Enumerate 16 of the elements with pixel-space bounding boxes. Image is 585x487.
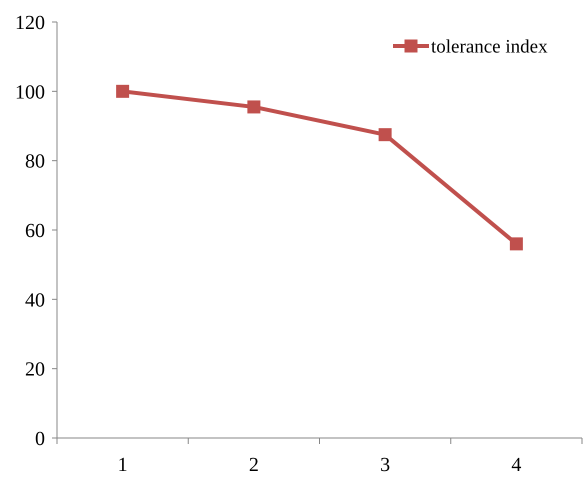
y-tick-label: 60 bbox=[25, 220, 45, 242]
point bbox=[116, 84, 130, 98]
point bbox=[378, 128, 392, 142]
point bbox=[247, 100, 260, 114]
point bbox=[510, 237, 523, 250]
x-tick-label: 3 bbox=[380, 454, 390, 476]
y-tick-label: 100 bbox=[15, 81, 45, 104]
x-tick-label: 4 bbox=[511, 454, 522, 476]
x-tick-label: 1 bbox=[118, 454, 128, 476]
y-tick-label: 0 bbox=[35, 428, 45, 450]
x-tick-label: 2 bbox=[248, 454, 259, 476]
y-tick-label: 120 bbox=[15, 12, 45, 34]
y-tick-label: 80 bbox=[25, 150, 45, 173]
y-tick-label: 20 bbox=[25, 358, 45, 381]
legend-label: tolerance index bbox=[431, 36, 548, 58]
y-tick-label: 40 bbox=[25, 289, 45, 312]
